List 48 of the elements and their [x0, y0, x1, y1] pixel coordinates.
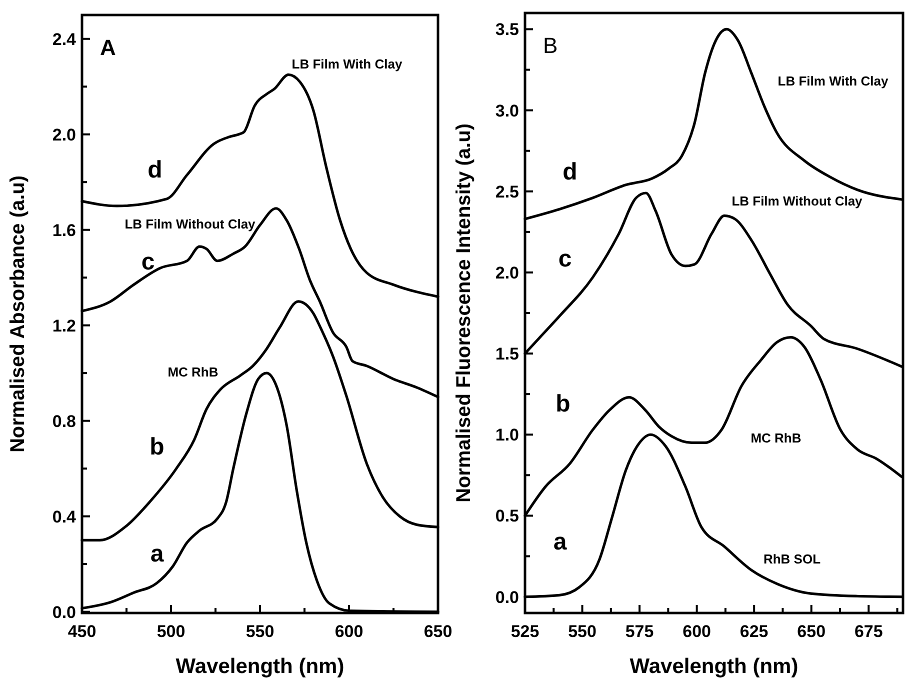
- y-tick-label: 1.2: [52, 316, 76, 336]
- annotation: RhB SOL: [763, 551, 821, 566]
- y-tick-label: 3.0: [495, 101, 519, 120]
- annotation: MC RhB: [168, 364, 218, 380]
- x-tick-label: 600: [334, 622, 364, 641]
- y-tick-label: 0.4: [52, 507, 77, 526]
- x-tick-label: 650: [797, 622, 826, 641]
- annotation: LB Film With Clay: [778, 73, 889, 88]
- x-tick-label: 600: [682, 622, 712, 641]
- series-label: d: [562, 158, 578, 186]
- y-tick-label: 0.5: [495, 506, 519, 526]
- x-tick-label: 675: [854, 622, 883, 641]
- y-tick-label: 2.0: [52, 125, 76, 144]
- series-label: a: [150, 540, 164, 568]
- annotation: LB Film Without Clay: [732, 193, 864, 208]
- y-axis-title: Normalised Fluorescence Intensity (a.u): [453, 124, 475, 502]
- y-tick-label: 1.0: [495, 426, 519, 445]
- series-label: c: [558, 245, 572, 272]
- y-tick-label: 1.6: [52, 220, 76, 240]
- x-tick-label: 625: [740, 622, 768, 641]
- series-label: d: [148, 156, 162, 184]
- y-tick-label: 2.4: [52, 30, 77, 49]
- text: A: [100, 35, 116, 60]
- y-tick-label: 2.0: [495, 263, 519, 282]
- x-tick-label: 650: [424, 622, 452, 641]
- annotation: LB Film With Clay: [292, 56, 403, 72]
- series-label: b: [150, 433, 164, 460]
- y-tick-label: 0.0: [52, 602, 76, 622]
- annotation: MC RhB: [750, 430, 802, 446]
- x-tick-label: 450: [68, 622, 96, 641]
- x-axis-title: Wavelength (nm): [176, 655, 344, 678]
- y-tick-label: 1.5: [495, 344, 519, 364]
- x-tick-label: 525: [510, 622, 540, 641]
- text: B: [543, 33, 558, 58]
- y-tick-label: 2.5: [495, 182, 519, 202]
- y-tick-label: 0.8: [52, 412, 76, 431]
- y-tick-label: 0.0: [495, 588, 519, 607]
- series-label: c: [141, 248, 155, 276]
- series-label: b: [556, 390, 570, 418]
- series-label: a: [553, 528, 568, 556]
- x-tick-label: 500: [156, 622, 186, 641]
- x-tick-label: 550: [568, 622, 596, 641]
- x-axis-title: Wavelength (nm): [630, 655, 798, 678]
- annotation: LB Film Without Clay: [124, 216, 256, 232]
- y-tick-label: 3.5: [495, 20, 519, 40]
- x-tick-label: 575: [625, 622, 654, 641]
- y-axis-title: Normalised Absorbance (a.u): [7, 175, 29, 453]
- x-tick-label: 550: [246, 622, 274, 641]
